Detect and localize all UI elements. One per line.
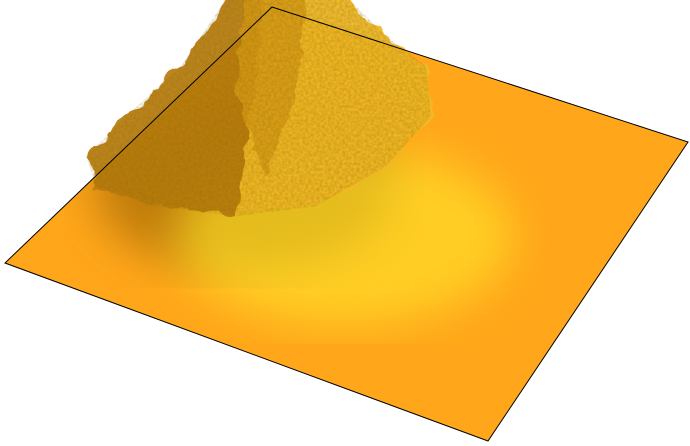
mountain-surface xyxy=(86,0,431,217)
plane-edge xyxy=(4,6,689,442)
mountain-texture xyxy=(86,0,431,217)
